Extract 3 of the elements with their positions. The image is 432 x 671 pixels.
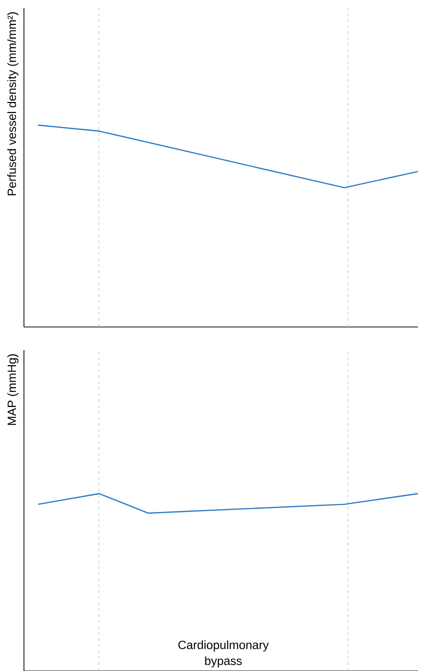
y-axis-title: Perfused vessel density (mm/mm²) <box>7 12 18 196</box>
annotation: Cardiopulmonary bypass <box>178 640 269 668</box>
y-axis-title: MAP (mmHg) <box>7 354 18 425</box>
